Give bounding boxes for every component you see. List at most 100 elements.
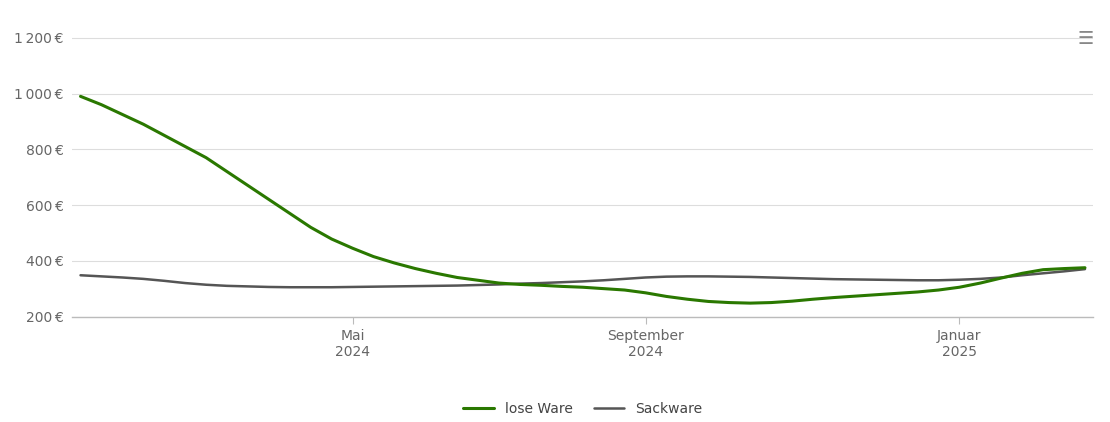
lose Ware <box>576 285 589 290</box>
lose Ware <box>827 295 840 300</box>
Sackware <box>366 284 380 289</box>
lose Ware <box>472 278 485 283</box>
lose Ware <box>1058 266 1071 271</box>
lose Ware <box>911 289 925 295</box>
Sackware <box>74 273 88 278</box>
Sackware <box>241 284 254 289</box>
Sackware <box>995 275 1008 280</box>
lose Ware <box>366 254 380 259</box>
Sackware <box>952 277 966 282</box>
Sackware <box>555 280 568 285</box>
lose Ware <box>869 292 882 297</box>
Sackware <box>513 281 526 286</box>
Sackware <box>702 274 715 279</box>
Sackware <box>346 284 360 289</box>
Sackware <box>576 279 589 284</box>
Sackware <box>1016 273 1029 278</box>
Text: ☰: ☰ <box>1077 30 1093 48</box>
lose Ware <box>241 183 254 188</box>
Sackware <box>451 283 464 288</box>
Sackware <box>786 276 799 281</box>
Sackware <box>827 277 840 282</box>
lose Ware <box>1016 271 1029 276</box>
lose Ware <box>304 225 317 230</box>
lose Ware <box>744 300 757 306</box>
Sackware <box>325 285 339 290</box>
Sackware <box>911 278 925 283</box>
lose Ware <box>408 266 422 271</box>
lose Ware <box>451 275 464 280</box>
lose Ware <box>513 282 526 287</box>
Legend: lose Ware, Sackware: lose Ware, Sackware <box>457 397 708 422</box>
lose Ware <box>702 299 715 304</box>
Line: lose Ware: lose Ware <box>81 96 1084 303</box>
Sackware <box>94 274 108 279</box>
Sackware <box>534 281 547 286</box>
lose Ware <box>94 102 108 107</box>
lose Ware <box>995 276 1008 281</box>
lose Ware <box>137 122 150 127</box>
Sackware <box>744 274 757 279</box>
lose Ware <box>534 283 547 288</box>
lose Ware <box>221 169 234 174</box>
Sackware <box>408 284 422 289</box>
lose Ware <box>346 246 360 251</box>
Sackware <box>680 274 694 279</box>
Sackware <box>639 275 653 280</box>
lose Ware <box>387 260 401 265</box>
Sackware <box>931 278 945 283</box>
Sackware <box>1058 269 1071 274</box>
Sackware <box>806 276 819 281</box>
Sackware <box>973 276 987 281</box>
lose Ware <box>200 155 213 160</box>
Sackware <box>765 275 778 280</box>
Sackware <box>890 277 904 282</box>
Sackware <box>848 277 861 282</box>
lose Ware <box>283 211 296 216</box>
Sackware <box>158 278 171 283</box>
Sackware <box>200 282 213 287</box>
lose Ware <box>680 297 694 302</box>
lose Ware <box>1078 265 1091 270</box>
lose Ware <box>639 290 653 295</box>
lose Ware <box>931 287 945 292</box>
lose Ware <box>493 281 506 286</box>
lose Ware <box>115 112 129 117</box>
Sackware <box>1037 271 1050 276</box>
lose Ware <box>765 300 778 305</box>
Sackware <box>179 281 192 286</box>
lose Ware <box>179 144 192 149</box>
lose Ware <box>723 300 736 305</box>
Sackware <box>597 278 611 283</box>
Sackware <box>493 282 506 287</box>
Sackware <box>430 283 443 288</box>
lose Ware <box>659 294 673 299</box>
Sackware <box>659 274 673 279</box>
lose Ware <box>806 297 819 302</box>
Sackware <box>221 283 234 288</box>
Sackware <box>304 285 317 290</box>
Sackware <box>1078 267 1091 272</box>
lose Ware <box>1037 267 1050 272</box>
lose Ware <box>262 197 275 202</box>
lose Ware <box>890 291 904 296</box>
lose Ware <box>973 281 987 286</box>
lose Ware <box>618 287 632 292</box>
Sackware <box>262 284 275 289</box>
lose Ware <box>430 271 443 276</box>
lose Ware <box>597 286 611 291</box>
Sackware <box>472 282 485 287</box>
Sackware <box>283 285 296 290</box>
Sackware <box>618 276 632 281</box>
Sackware <box>115 275 129 280</box>
Sackware <box>387 284 401 289</box>
lose Ware <box>786 299 799 304</box>
Line: Sackware: Sackware <box>81 269 1084 287</box>
lose Ware <box>848 294 861 299</box>
lose Ware <box>952 285 966 290</box>
Sackware <box>137 276 150 281</box>
lose Ware <box>74 94 88 99</box>
lose Ware <box>158 133 171 138</box>
lose Ware <box>555 284 568 289</box>
lose Ware <box>325 236 339 241</box>
